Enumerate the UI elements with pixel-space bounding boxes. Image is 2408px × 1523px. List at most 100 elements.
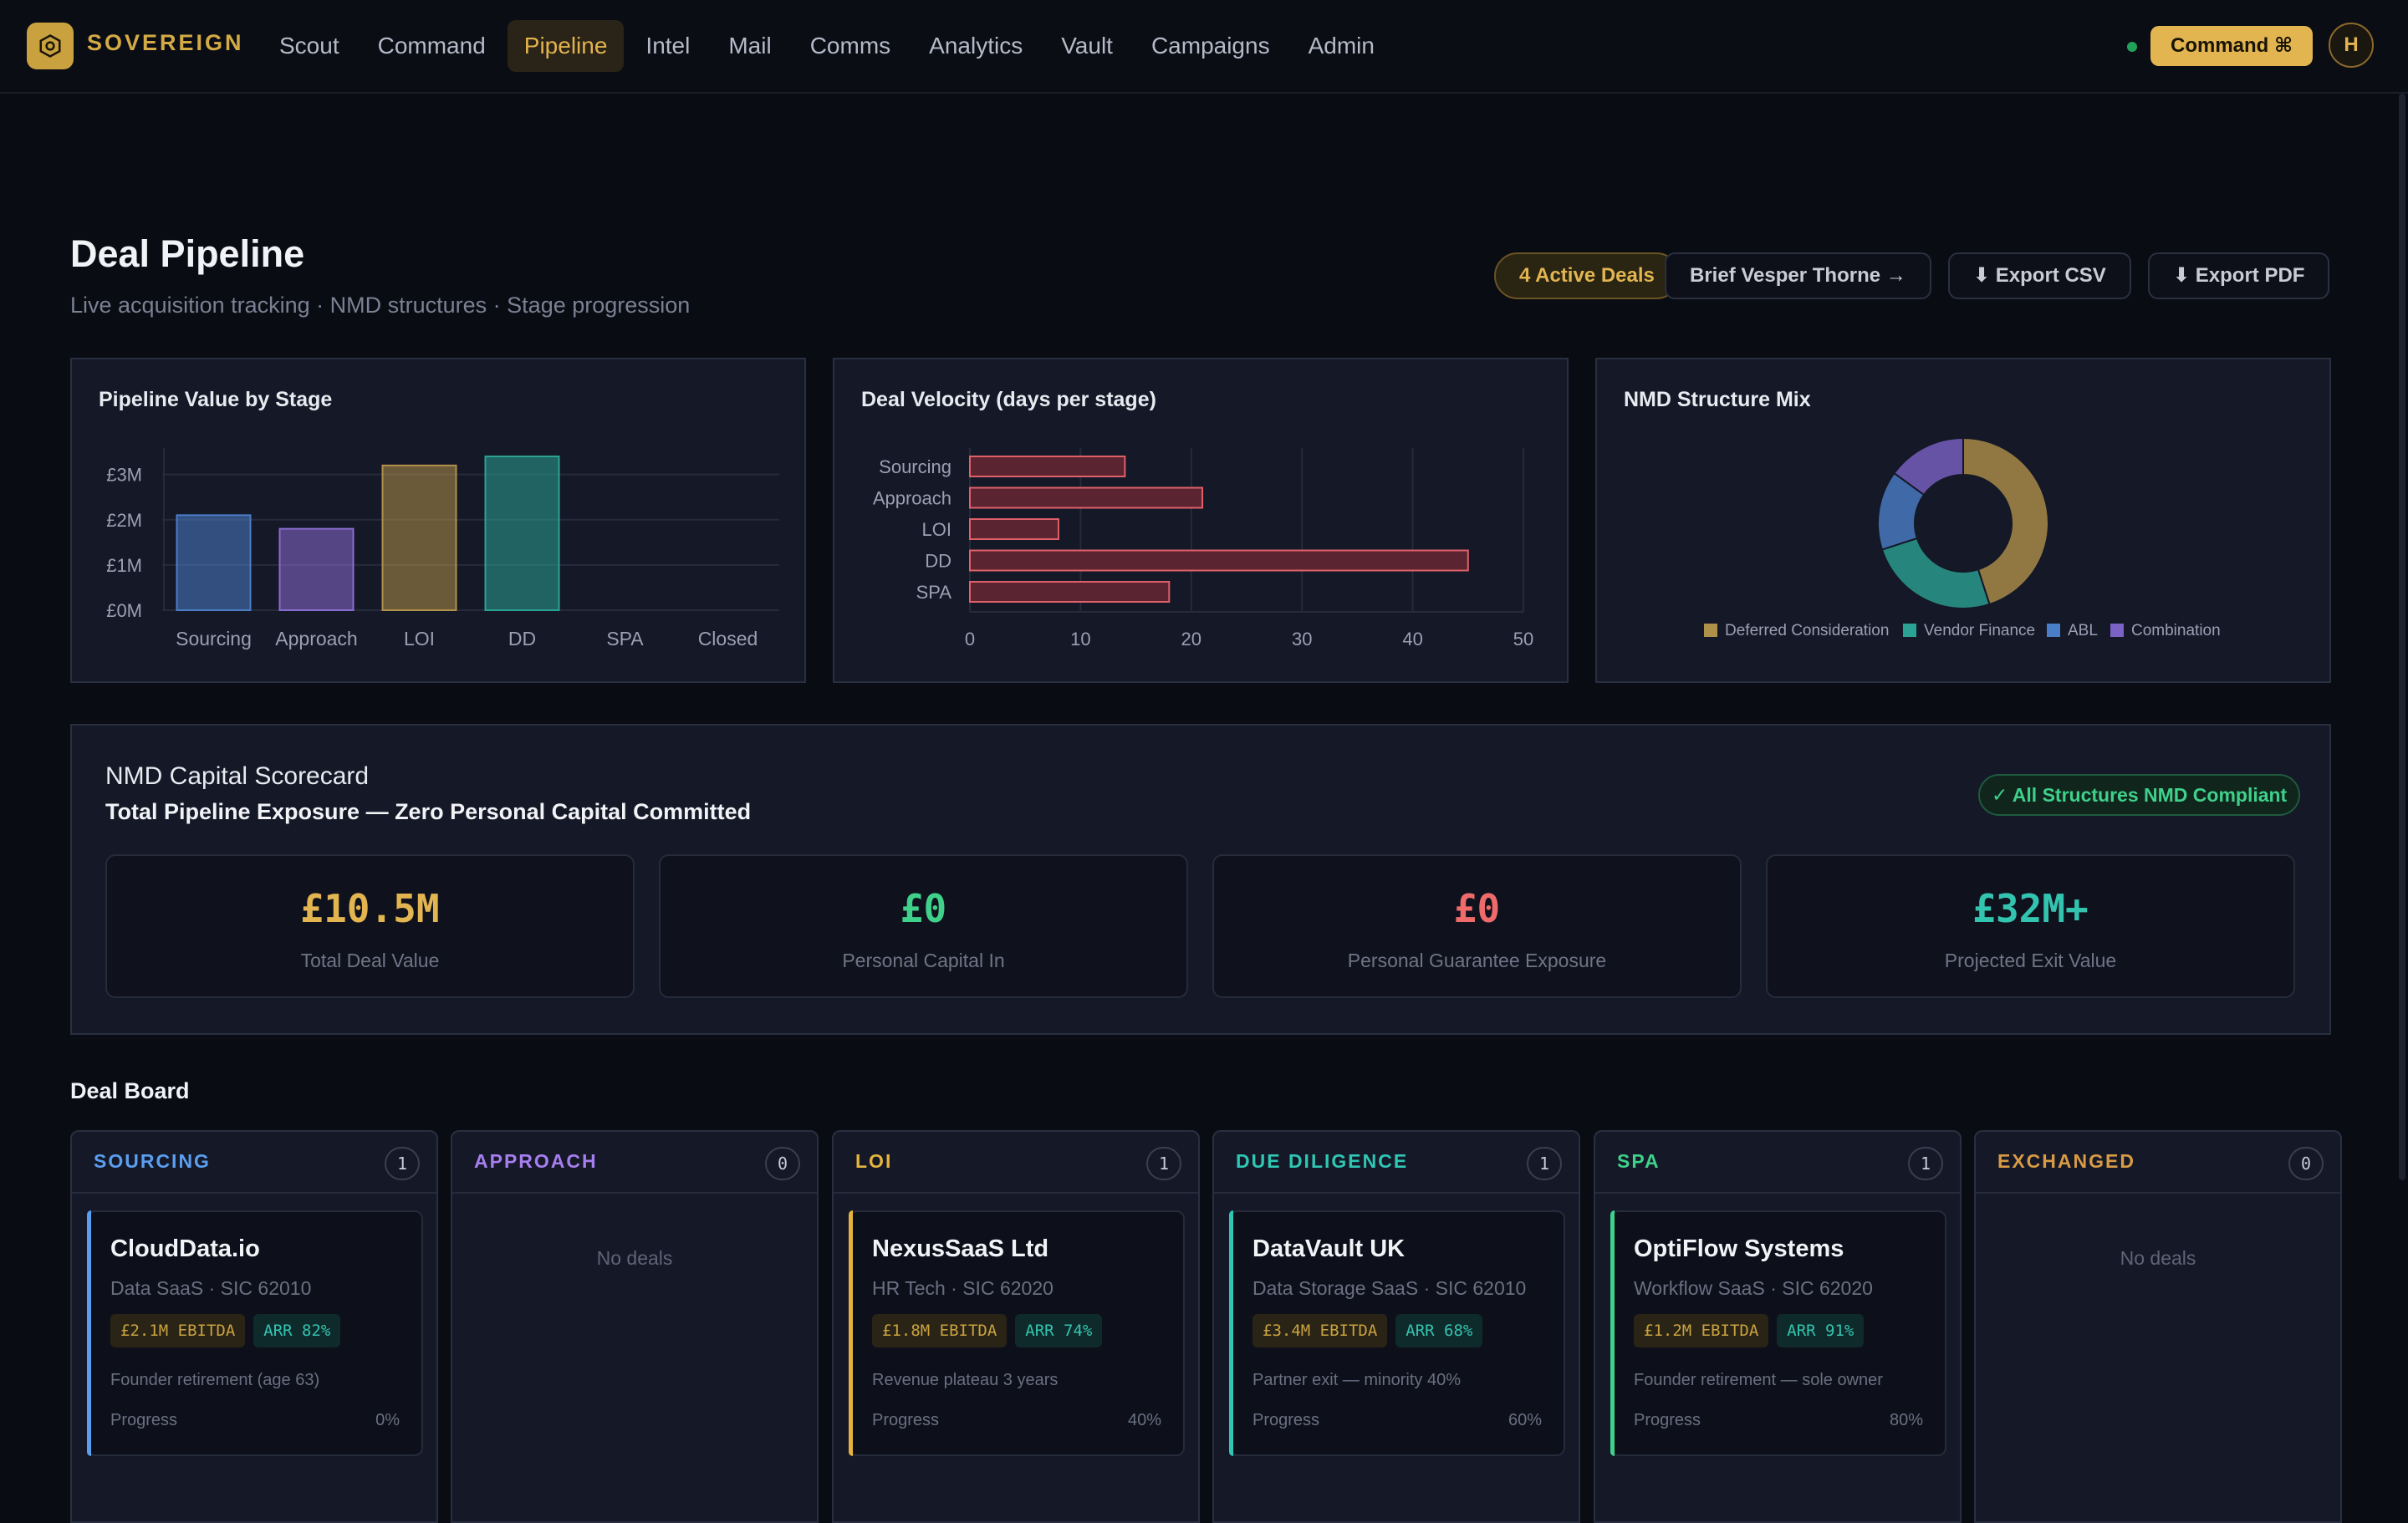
x-tick-label: 0 <box>965 629 975 649</box>
x-tick-label: 50 <box>1513 629 1533 649</box>
column-count: 0 <box>2288 1147 2324 1180</box>
column-header: APPROACH 0 <box>452 1132 817 1194</box>
deal-name: CloudData.io <box>110 1235 260 1262</box>
x-tick-label: 20 <box>1181 629 1201 649</box>
avatar[interactable]: H <box>2329 23 2374 68</box>
board-column-spa: SPA 1 OptiFlow Systems Workflow SaaS · SIC … <box>1594 1130 1962 1523</box>
column-count: 1 <box>385 1147 420 1180</box>
x-tick-label: Sourcing <box>176 628 252 649</box>
stat-card: £0 Personal Guarantee Exposure <box>1212 854 1742 998</box>
deal-name: OptiFlow Systems <box>1634 1235 1844 1262</box>
y-tick-label: £1M <box>106 555 142 576</box>
deal-tags: £3.4M EBITDA ARR 68% <box>1252 1314 1483 1347</box>
logo[interactable] <box>27 23 74 69</box>
progress-label: Progress <box>1634 1411 1701 1429</box>
board-column-exchanged: EXCHANGED 0 No deals <box>1974 1130 2342 1523</box>
slice-deferred-consideration <box>1962 436 2049 606</box>
export-csv-button[interactable]: ⬇ Export CSV <box>1948 252 2131 299</box>
progress-value: 40% <box>1127 1411 1161 1429</box>
scorecard-label: NMD Capital Scorecard <box>105 762 370 790</box>
deal-board-title: Deal Board <box>70 1078 190 1103</box>
column-name: SPA <box>1617 1150 1661 1172</box>
ebitda-tag: £3.4M EBITDA <box>1252 1314 1388 1347</box>
deal-sector: Data Storage SaaS · SIC 62010 <box>1252 1277 1527 1299</box>
deal-card[interactable]: OptiFlow Systems Workflow SaaS · SIC 6202… <box>1610 1210 1946 1456</box>
nmd-scorecard: NMD Capital Scorecard Total Pipeline Exp… <box>70 724 2331 1035</box>
nav-item-command[interactable]: Command <box>377 33 486 59</box>
x-tick-label: 40 <box>1402 629 1422 649</box>
no-deals-text: No deals <box>2120 1247 2196 1269</box>
bar-sourcing <box>176 514 252 611</box>
x-tick-label: 30 <box>1292 629 1312 649</box>
brand-name: SOVEREIGN <box>87 30 244 55</box>
y-tick-label: DD <box>925 551 951 572</box>
arr-tag: ARR 74% <box>1015 1314 1103 1347</box>
nav-menu: Scout Command Pipeline Intel Mail Comms Analyt… <box>263 20 1391 72</box>
nav-item-vault[interactable]: Vault <box>1061 33 1113 59</box>
stat-card: £32M+ Projected Exit Value <box>1766 854 2295 998</box>
nav-item-mail[interactable]: Mail <box>728 33 772 59</box>
deal-sector: Workflow SaaS · SIC 62020 <box>1634 1277 1873 1299</box>
stage-accent <box>87 1210 91 1456</box>
nav-item-admin[interactable]: Admin <box>1308 33 1375 59</box>
chart-title: Pipeline Value by Stage <box>99 388 333 411</box>
nav-item-comms[interactable]: Comms <box>809 33 891 59</box>
column-header: EXCHANGED 0 <box>1976 1132 2340 1194</box>
stat-label: Projected Exit Value <box>1944 950 2117 971</box>
progress-value: 60% <box>1508 1411 1542 1429</box>
legend-swatch <box>2110 624 2124 637</box>
deal-sector: Data SaaS · SIC 62010 <box>110 1277 312 1299</box>
nav-item-campaigns[interactable]: Campaigns <box>1150 33 1270 59</box>
deal-note: Revenue plateau 3 years <box>872 1371 1059 1389</box>
ebitda-tag: £1.8M EBITDA <box>872 1314 1008 1347</box>
board-column-due-diligence: DUE DILIGENCE 1 DataVault UK Data Storage S… <box>1212 1130 1580 1523</box>
column-count: 1 <box>1146 1147 1181 1180</box>
y-tick-label: Sourcing <box>879 456 951 477</box>
stat-label: Personal Guarantee Exposure <box>1347 950 1607 971</box>
nav-item-scout[interactable]: Scout <box>279 33 339 59</box>
command-button[interactable]: Command ⌘ <box>2150 26 2314 66</box>
progress-value: 0% <box>375 1411 400 1429</box>
bar-spa <box>969 581 1171 603</box>
stage-accent <box>1610 1210 1615 1456</box>
stat-value: £10.5M <box>300 886 440 931</box>
export-pdf-button[interactable]: ⬇ Export PDF <box>2148 252 2330 299</box>
arr-tag: ARR 91% <box>1777 1314 1865 1347</box>
active-deals-badge: 4 Active Deals <box>1494 252 1680 299</box>
deal-card[interactable]: DataVault UK Data Storage SaaS · SIC 6201… <box>1229 1210 1565 1456</box>
deal-velocity-panel: Deal Velocity (days per stage) 0 10 20 30 40… <box>833 358 1569 683</box>
nmd-structure-panel: NMD Structure Mix Deferred Consideration… <box>1595 358 2331 683</box>
x-tick-label: 10 <box>1070 629 1090 649</box>
bar-dd <box>484 456 560 611</box>
y-tick-label: £3M <box>106 465 142 486</box>
stage-accent <box>1229 1210 1233 1456</box>
nav-item-pipeline[interactable]: Pipeline <box>507 20 625 72</box>
ebitda-tag: £1.2M EBITDA <box>1634 1314 1769 1347</box>
deal-card[interactable]: NexusSaaS Ltd HR Tech · SIC 62020 £1.8M EB… <box>849 1210 1185 1456</box>
deal-tags: £2.1M EBITDA ARR 82% <box>110 1314 341 1347</box>
stat-value: £32M+ <box>1972 886 2089 931</box>
nav-item-analytics[interactable]: Analytics <box>929 33 1023 59</box>
x-tick-label: LOI <box>404 628 435 649</box>
nav-item-intel[interactable]: Intel <box>645 33 691 59</box>
scrollbar[interactable] <box>2399 94 2405 1180</box>
bar-sourcing <box>969 456 1126 477</box>
pipeline-value-panel: Pipeline Value by Stage £0M £1M £2M £3M Sour… <box>70 358 806 683</box>
stat-value: £0 <box>900 886 947 931</box>
x-tick-label: DD <box>508 628 536 649</box>
progress-value: 80% <box>1889 1411 1923 1429</box>
deal-tags: £1.8M EBITDA ARR 74% <box>872 1314 1103 1347</box>
column-header: SPA 1 <box>1595 1132 1960 1194</box>
bar-loi <box>381 464 457 611</box>
legend-label: Combination <box>2131 622 2221 639</box>
deal-name: NexusSaaS Ltd <box>872 1235 1049 1262</box>
top-nav: SOVEREIGN Scout Command Pipeline Intel Mail C… <box>0 0 2408 94</box>
page-title: Deal Pipeline <box>70 232 305 275</box>
deal-card[interactable]: CloudData.io Data SaaS · SIC 62010 £2.1M E… <box>87 1210 423 1456</box>
chart-title: NMD Structure Mix <box>1624 388 1811 411</box>
brief-button[interactable]: Brief Vesper Thorne → <box>1665 252 1931 299</box>
stat-label: Personal Capital In <box>842 950 1005 971</box>
column-count: 0 <box>765 1147 800 1180</box>
y-tick-label: £0M <box>106 600 142 621</box>
stat-value: £0 <box>1453 886 1501 931</box>
